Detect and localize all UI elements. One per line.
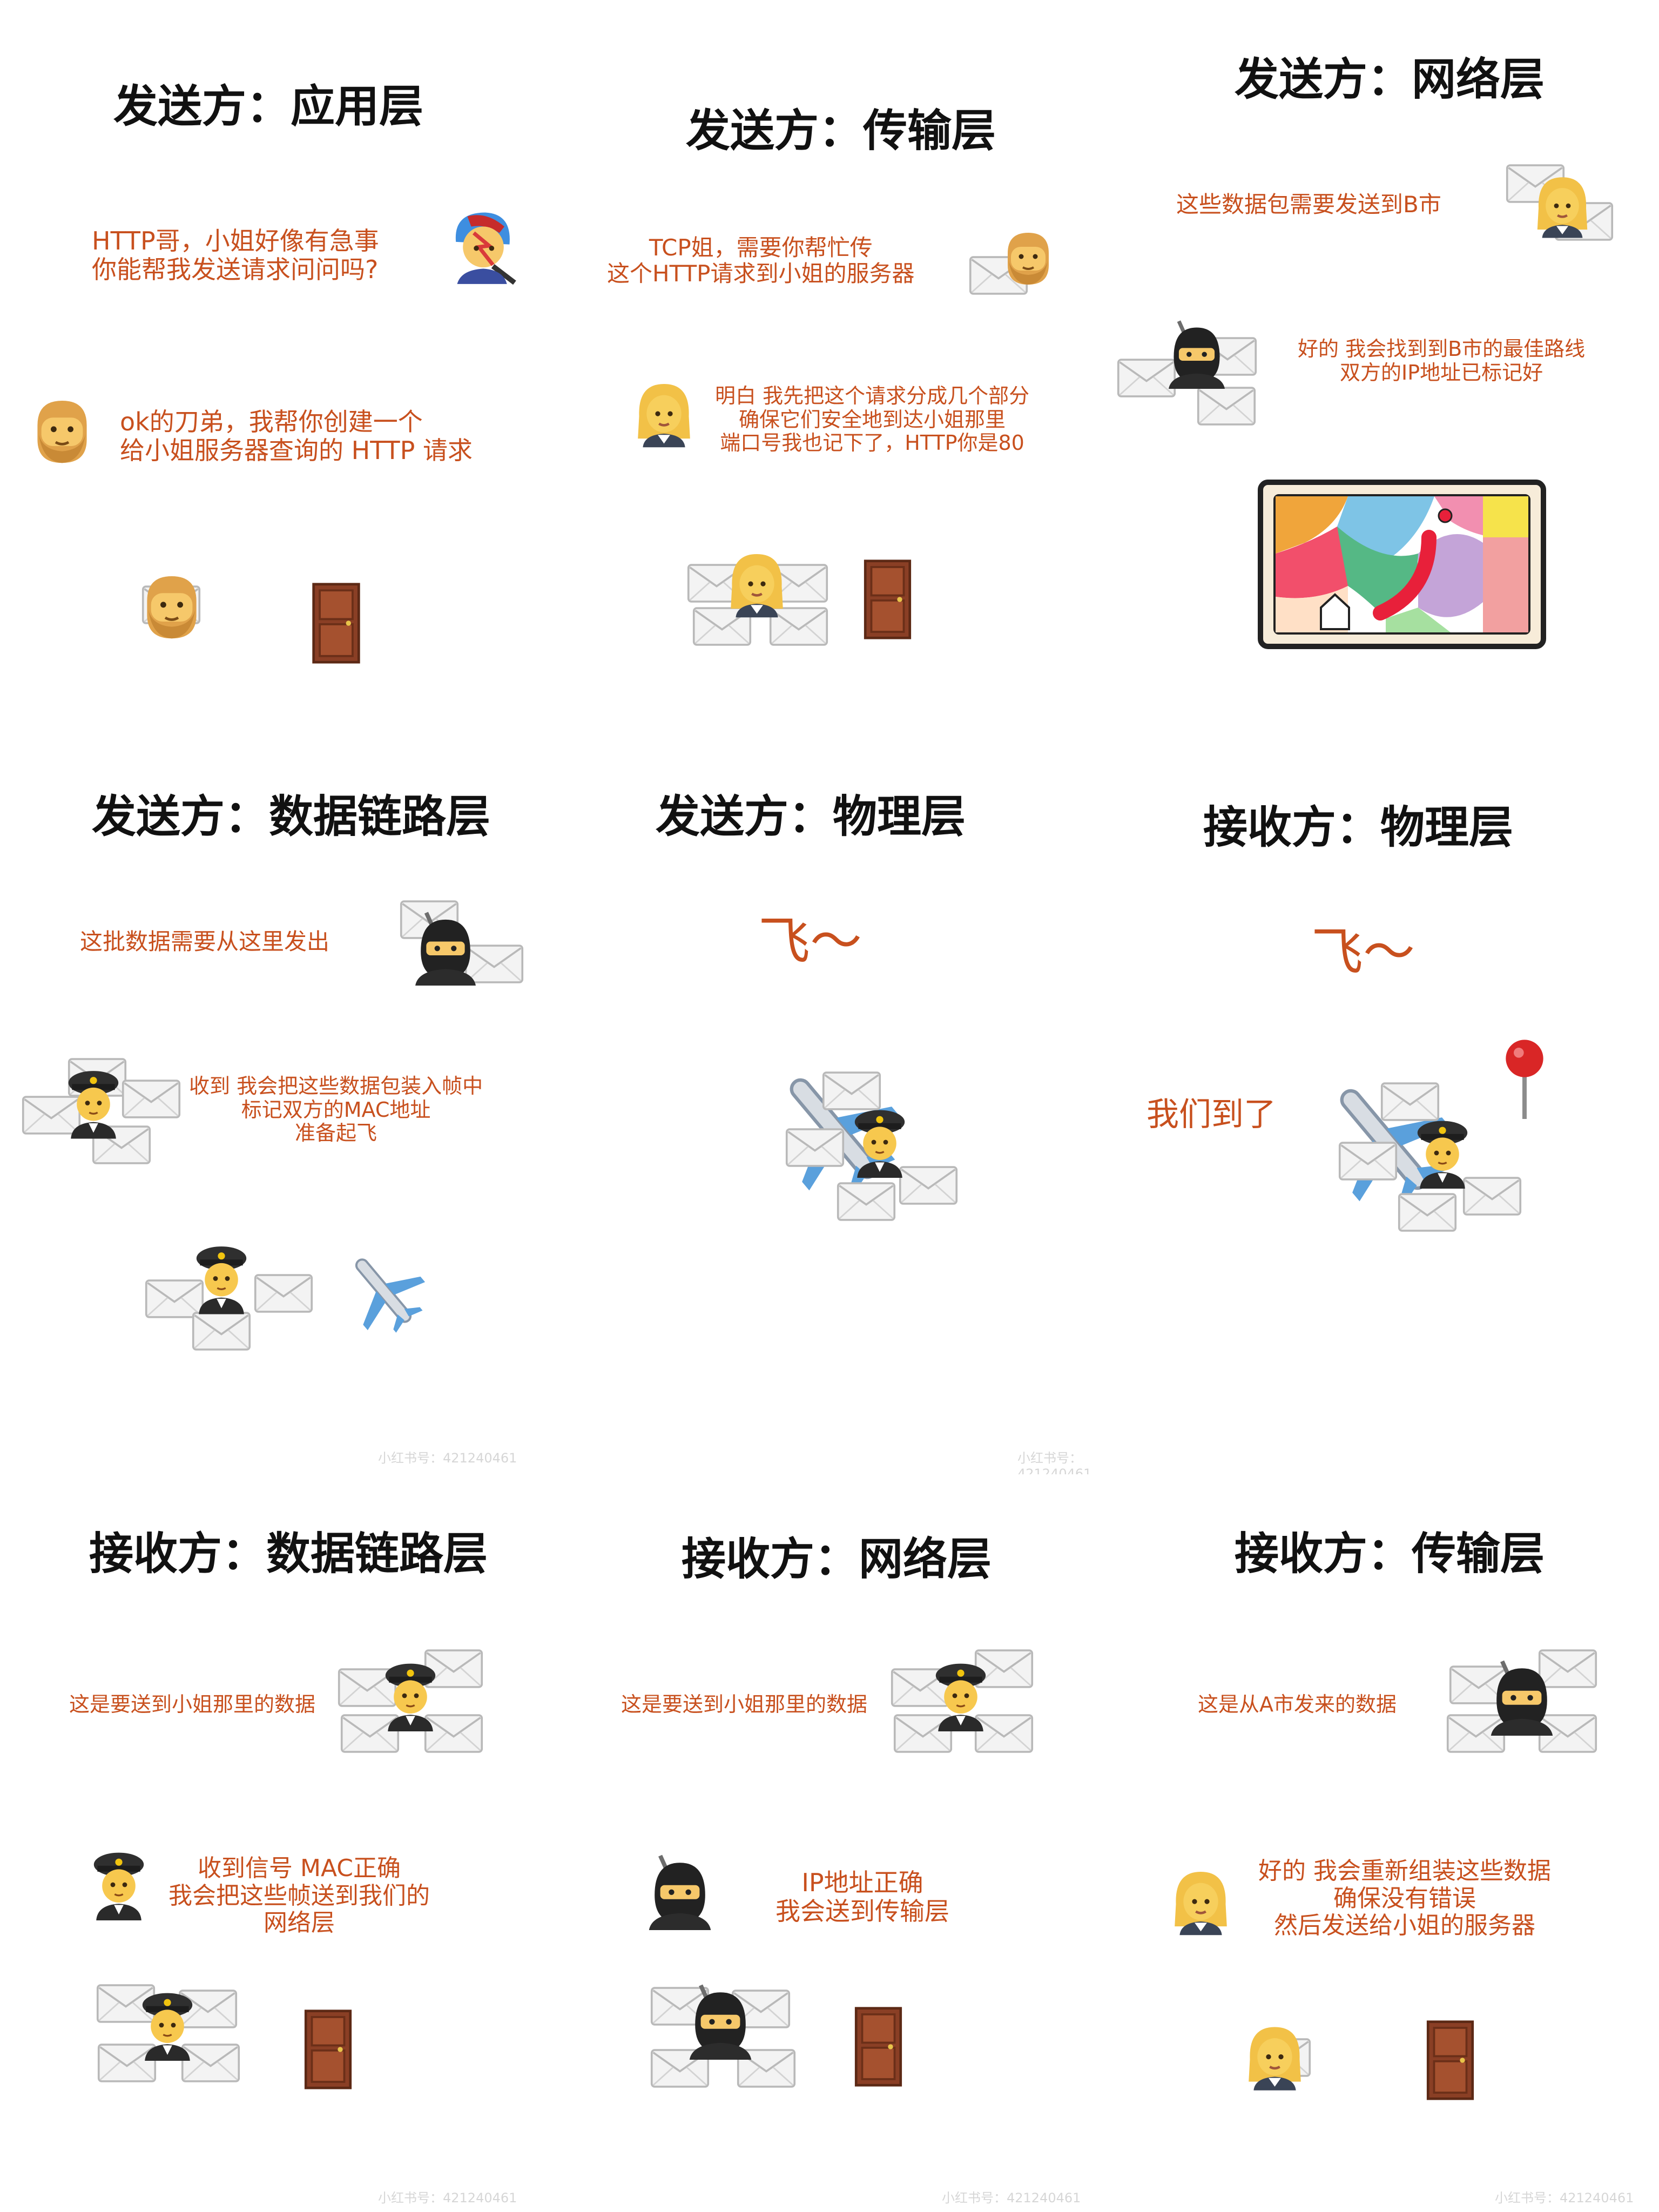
- message-network: 这些数据包需要发送到B市: [1176, 191, 1441, 218]
- envelope-icon: [192, 1310, 251, 1353]
- door-icon: [853, 2006, 904, 2087]
- message-datalink: 这是要送到小姐那里的数据: [69, 1692, 316, 1716]
- watermark: 小红书号：421240461: [1017, 1451, 1092, 1474]
- airplane-icon: [340, 1247, 427, 1334]
- map-icon: [1256, 478, 1548, 651]
- panel-title: 接收方：数据链路层: [89, 1528, 488, 1580]
- panel-sender-datalink: 发送方：数据链路层 这批数据需要从这里发出 收到 我会把这些数据包装入帧中 标记…: [0, 737, 553, 1474]
- message-transport: 这是从A市发来的数据: [1198, 1692, 1397, 1716]
- door-icon: [311, 581, 362, 666]
- watermark: 小红书号：421240461: [378, 1451, 517, 1466]
- envelope-icon: [122, 1077, 181, 1121]
- woman-icon: [1170, 1866, 1232, 1936]
- bearded-man-icon: [139, 570, 204, 641]
- panel-title: 发送方：网络层: [1235, 54, 1545, 105]
- panel-title: 发送方：数据链路层: [92, 791, 491, 842]
- panel-sender-physical: 发送方：物理层 飞～ 小红书号：421240461: [553, 737, 1106, 1474]
- panel-title: 接收方：网络层: [682, 1534, 992, 1585]
- ninja-icon: [685, 1982, 756, 2060]
- panel-title: 接收方：传输层: [1235, 1528, 1545, 1580]
- envelope-icon: [1398, 1191, 1457, 1234]
- ninja-icon: [1487, 1658, 1557, 1736]
- envelope-icon: [254, 1272, 313, 1315]
- message-mac-ok: 收到信号 MAC正确 我会把这些帧送到我们的 网络层: [168, 1854, 430, 1937]
- panel-title: 发送方：应用层: [113, 81, 424, 132]
- ninja-icon: [410, 910, 481, 986]
- ninja-icon: [645, 1852, 715, 1931]
- woman-icon: [1244, 2020, 1306, 2093]
- woman-icon: [726, 545, 788, 621]
- message-http: TCP姐，需要你帮忙传 这个HTTP请求到小姐的服务器: [607, 234, 915, 287]
- panel-receiver-datalink: 接收方：数据链路层 这是要送到小姐那里的数据 收到信号 MAC正确 我会把这些帧…: [0, 1474, 553, 2211]
- door-icon: [862, 559, 913, 640]
- woman-icon: [1533, 170, 1592, 240]
- panel-sender-application: 发送方：应用层 HTTP哥，小姐好像有急事 你能帮我发送请求问问吗? ok的刀弟…: [0, 0, 553, 737]
- message-tcp: 明白 我先把这个请求分成几个部分 确保它们安全地到达小姐那里 端口号我也记下了，…: [715, 384, 1030, 455]
- panel-receiver-physical: 接收方：物理层 飞～ 我们到了: [1106, 737, 1659, 1474]
- fly-text: 飞～: [1311, 922, 1415, 982]
- door-icon: [302, 2009, 354, 2090]
- panel-sender-transport: 发送方：传输层 TCP姐，需要你帮忙传 这个HTTP请求到小姐的服务器 明白 我…: [553, 0, 1106, 737]
- pilot-icon: [64, 1067, 123, 1139]
- watermark: 小红书号：421240461: [378, 2190, 517, 2206]
- pilot-icon: [1413, 1115, 1472, 1191]
- panel-title: 发送方：物理层: [656, 791, 966, 842]
- panel-receiver-network: 接收方：网络层 这是要送到小姐那里的数据 IP地址正确 我会送到传输层 小红书号…: [553, 1474, 1106, 2211]
- message-datalink: 这批数据需要从这里发出: [80, 928, 330, 955]
- pilot-icon: [192, 1242, 251, 1315]
- watermark: 小红书号：421240461: [1495, 2190, 1634, 2206]
- pilot-icon: [138, 1987, 197, 2063]
- panel-title: 接收方：物理层: [1203, 802, 1514, 853]
- singer-icon: [448, 205, 518, 286]
- pilot-icon: [89, 1847, 149, 1923]
- envelope-icon: [1197, 385, 1256, 428]
- pilot-icon: [850, 1104, 909, 1180]
- panel-title: 发送方：传输层: [686, 105, 996, 157]
- message-mac: 收到 我会把这些数据包装入帧中 标记双方的MAC地址 准备起飞: [189, 1074, 483, 1145]
- message-reassemble: 好的 我会重新组装这些数据 确保没有错误 然后发送给小姐的服务器: [1258, 1857, 1551, 1940]
- door-icon: [1425, 2020, 1476, 2101]
- envelope-icon: [837, 1180, 896, 1223]
- message-arrived: 我们到了: [1147, 1096, 1276, 1134]
- fly-text: 飞～: [758, 911, 862, 972]
- pilot-icon: [931, 1658, 990, 1734]
- message-http: ok的刀弟，我帮你创建一个 给小姐服务器查询的 HTTP 请求: [120, 407, 473, 465]
- pushpin-icon: [1503, 1037, 1546, 1123]
- panel-receiver-transport: 接收方：传输层 这是从A市发来的数据 好的 我会重新组装这些数据 确保没有错误 …: [1106, 1474, 1659, 2211]
- message-blade: HTTP哥，小姐好像有急事 你能帮我发送请求问问吗?: [92, 226, 379, 284]
- bearded-man-icon: [30, 394, 95, 466]
- message-ip-ok: IP地址正确 我会送到传输层: [775, 1868, 949, 1926]
- ninja-icon: [1164, 319, 1229, 389]
- envelope-icon: [1338, 1139, 1398, 1183]
- bearded-man-icon: [1001, 227, 1055, 287]
- woman-icon: [633, 378, 695, 448]
- message-network: 这是要送到小姐那里的数据: [621, 1692, 868, 1716]
- message-ip: 好的 我会找到到B市的最佳路线 双方的IP地址已标记好: [1298, 337, 1586, 385]
- pilot-icon: [381, 1658, 440, 1734]
- watermark: 小红书号：421240461: [942, 2190, 1081, 2206]
- envelope-icon: [785, 1126, 845, 1169]
- panel-sender-network: 发送方：网络层 这些数据包需要发送到B市 好的 我会找到到B市的最佳路线 双方的…: [1106, 0, 1659, 737]
